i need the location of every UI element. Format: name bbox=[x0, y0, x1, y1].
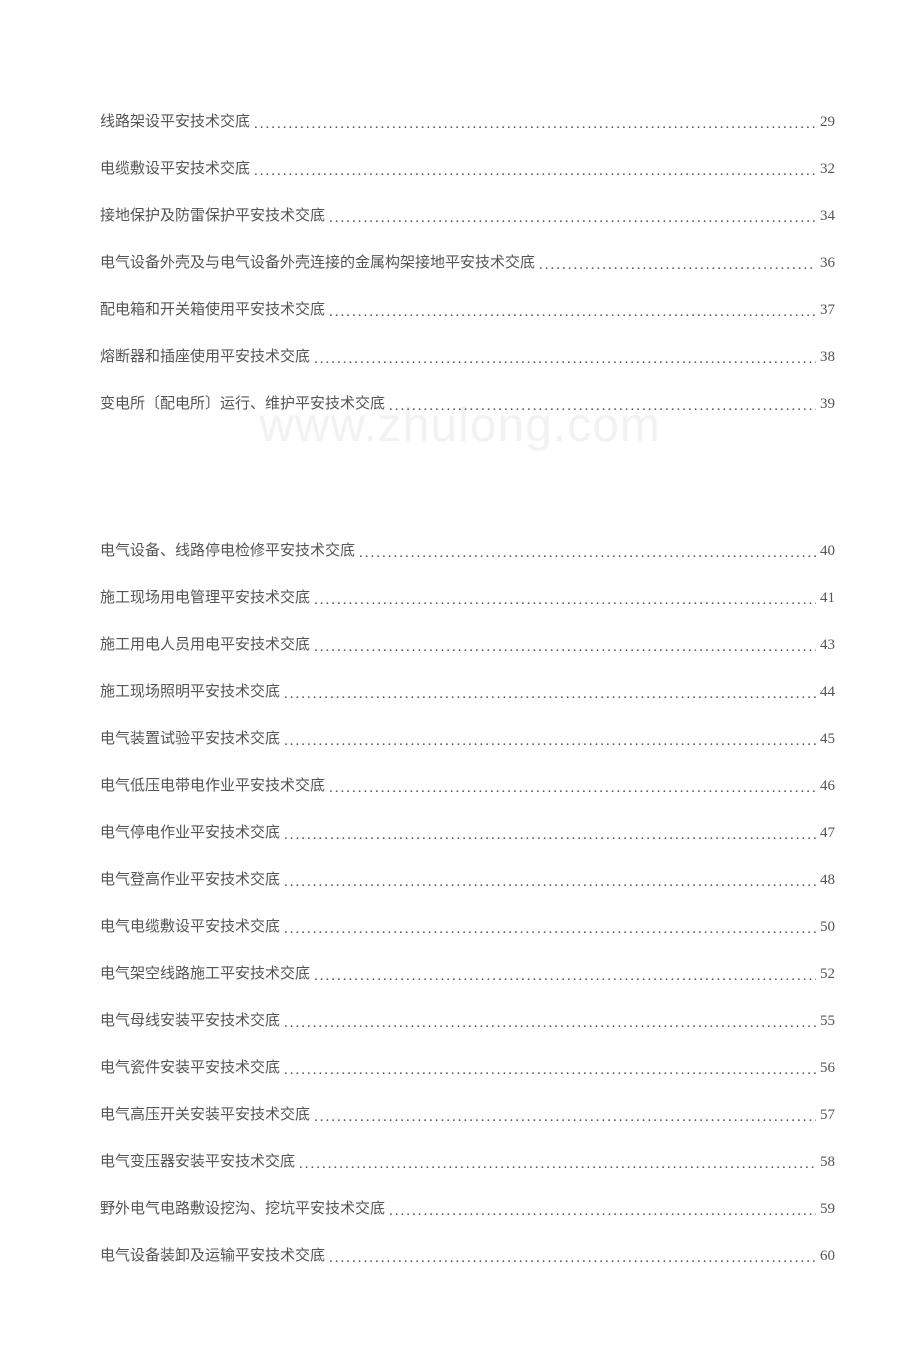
toc-page-number: 38 bbox=[820, 349, 835, 366]
toc-dots bbox=[329, 780, 816, 797]
toc-title: 电气设备、线路停电检修平安技术交底 bbox=[100, 539, 355, 560]
toc-title: 电气装置试验平安技术交底 bbox=[100, 727, 280, 748]
toc-title: 接地保护及防雷保护平安技术交底 bbox=[100, 204, 325, 225]
toc-page-number: 45 bbox=[820, 731, 835, 748]
toc-dots bbox=[539, 257, 816, 274]
toc-entry: 电气设备外壳及与电气设备外壳连接的金属构架接地平安技术交底 36 bbox=[100, 251, 835, 272]
toc-dots bbox=[314, 639, 816, 656]
toc-page-number: 59 bbox=[820, 1201, 835, 1218]
toc-title: 电气停电作业平安技术交底 bbox=[100, 821, 280, 842]
toc-page-number: 46 bbox=[820, 778, 835, 795]
toc-page-number: 48 bbox=[820, 872, 835, 889]
toc-dots bbox=[314, 968, 816, 985]
toc-page-number: 40 bbox=[820, 543, 835, 560]
toc-entry: 电气登高作业平安技术交底 48 bbox=[100, 868, 835, 889]
section-gap bbox=[100, 439, 835, 539]
toc-dots bbox=[284, 874, 816, 891]
toc-page-number: 58 bbox=[820, 1154, 835, 1171]
toc-page-number: 57 bbox=[820, 1107, 835, 1124]
toc-dots bbox=[359, 545, 816, 562]
toc-page-number: 44 bbox=[820, 684, 835, 701]
toc-title: 电气瓷件安装平安技术交底 bbox=[100, 1056, 280, 1077]
toc-title: 施工现场用电管理平安技术交底 bbox=[100, 586, 310, 607]
toc-title: 电气设备装卸及运输平安技术交底 bbox=[100, 1244, 325, 1265]
toc-dots bbox=[284, 921, 816, 938]
toc-title: 线路架设平安技术交底 bbox=[100, 110, 250, 131]
toc-entry: 电气瓷件安装平安技术交底 56 bbox=[100, 1056, 835, 1077]
toc-entry: 施工现场用电管理平安技术交底 41 bbox=[100, 586, 835, 607]
toc-entry: 施工现场照明平安技术交底 44 bbox=[100, 680, 835, 701]
toc-title: 变电所〔配电所〕运行、维护平安技术交底 bbox=[100, 392, 385, 413]
toc-entry: 熔断器和插座使用平安技术交底 38 bbox=[100, 345, 835, 366]
toc-page-number: 47 bbox=[820, 825, 835, 842]
toc-dots bbox=[314, 1109, 816, 1126]
toc-dots bbox=[329, 1250, 816, 1267]
toc-page-number: 29 bbox=[820, 114, 835, 131]
toc-entry: 电气母线安装平安技术交底 55 bbox=[100, 1009, 835, 1030]
toc-page-number: 56 bbox=[820, 1060, 835, 1077]
toc-dots bbox=[314, 592, 816, 609]
toc-entry: 线路架设平安技术交底 29 bbox=[100, 110, 835, 131]
toc-title: 电气电缆敷设平安技术交底 bbox=[100, 915, 280, 936]
toc-section-1: 线路架设平安技术交底 29 电缆敷设平安技术交底 32 接地保护及防雷保护平安技术交底 3… bbox=[100, 110, 835, 413]
toc-entry: 电气高压开关安装平安技术交底 57 bbox=[100, 1103, 835, 1124]
toc-page-number: 52 bbox=[820, 966, 835, 983]
toc-entry: 施工用电人员用电平安技术交底 43 bbox=[100, 633, 835, 654]
toc-entry: 电气低压电带电作业平安技术交底 46 bbox=[100, 774, 835, 795]
toc-entry: 电气设备装卸及运输平安技术交底 60 bbox=[100, 1244, 835, 1265]
toc-entry: 电气设备、线路停电检修平安技术交底 40 bbox=[100, 539, 835, 560]
toc-title: 电气母线安装平安技术交底 bbox=[100, 1009, 280, 1030]
toc-title: 电气变压器安装平安技术交底 bbox=[100, 1150, 295, 1171]
toc-dots bbox=[254, 163, 816, 180]
toc-entry: 配电箱和开关箱使用平安技术交底 37 bbox=[100, 298, 835, 319]
toc-dots bbox=[284, 827, 816, 844]
toc-title: 电气登高作业平安技术交底 bbox=[100, 868, 280, 889]
toc-page-number: 55 bbox=[820, 1013, 835, 1030]
toc-dots bbox=[329, 210, 816, 227]
toc-dots bbox=[389, 398, 816, 415]
toc-title: 电气设备外壳及与电气设备外壳连接的金属构架接地平安技术交底 bbox=[100, 251, 535, 272]
toc-page-number: 39 bbox=[820, 396, 835, 413]
toc-title: 电气高压开关安装平安技术交底 bbox=[100, 1103, 310, 1124]
toc-section-2: 电气设备、线路停电检修平安技术交底 40 施工现场用电管理平安技术交底 41 施工用电人… bbox=[100, 539, 835, 1265]
toc-page-number: 41 bbox=[820, 590, 835, 607]
toc-dots bbox=[254, 116, 816, 133]
toc-dots bbox=[284, 1062, 816, 1079]
page-content: 线路架设平安技术交底 29 电缆敷设平安技术交底 32 接地保护及防雷保护平安技术交底 3… bbox=[0, 0, 920, 1371]
toc-entry: 野外电气电路敷设挖沟、挖坑平安技术交底 59 bbox=[100, 1197, 835, 1218]
toc-title: 电气架空线路施工平安技术交底 bbox=[100, 962, 310, 983]
toc-title: 配电箱和开关箱使用平安技术交底 bbox=[100, 298, 325, 319]
toc-entry: 变电所〔配电所〕运行、维护平安技术交底 39 bbox=[100, 392, 835, 413]
toc-title: 电缆敷设平安技术交底 bbox=[100, 157, 250, 178]
toc-dots bbox=[314, 351, 816, 368]
toc-dots bbox=[284, 733, 816, 750]
toc-page-number: 60 bbox=[820, 1248, 835, 1265]
toc-dots bbox=[329, 304, 816, 321]
toc-entry: 电气停电作业平安技术交底 47 bbox=[100, 821, 835, 842]
toc-page-number: 50 bbox=[820, 919, 835, 936]
toc-entry: 电气装置试验平安技术交底 45 bbox=[100, 727, 835, 748]
toc-page-number: 36 bbox=[820, 255, 835, 272]
toc-page-number: 34 bbox=[820, 208, 835, 225]
toc-title: 施工现场照明平安技术交底 bbox=[100, 680, 280, 701]
toc-entry: 电气电缆敷设平安技术交底 50 bbox=[100, 915, 835, 936]
toc-dots bbox=[299, 1156, 816, 1173]
toc-page-number: 32 bbox=[820, 161, 835, 178]
toc-entry: 电缆敷设平安技术交底 32 bbox=[100, 157, 835, 178]
toc-entry: 电气架空线路施工平安技术交底 52 bbox=[100, 962, 835, 983]
toc-title: 施工用电人员用电平安技术交底 bbox=[100, 633, 310, 654]
toc-entry: 电气变压器安装平安技术交底 58 bbox=[100, 1150, 835, 1171]
toc-dots bbox=[389, 1203, 816, 1220]
toc-dots bbox=[284, 1015, 816, 1032]
toc-title: 野外电气电路敷设挖沟、挖坑平安技术交底 bbox=[100, 1197, 385, 1218]
toc-dots bbox=[284, 686, 816, 703]
toc-title: 电气低压电带电作业平安技术交底 bbox=[100, 774, 325, 795]
toc-entry: 接地保护及防雷保护平安技术交底 34 bbox=[100, 204, 835, 225]
toc-page-number: 43 bbox=[820, 637, 835, 654]
toc-title: 熔断器和插座使用平安技术交底 bbox=[100, 345, 310, 366]
toc-page-number: 37 bbox=[820, 302, 835, 319]
